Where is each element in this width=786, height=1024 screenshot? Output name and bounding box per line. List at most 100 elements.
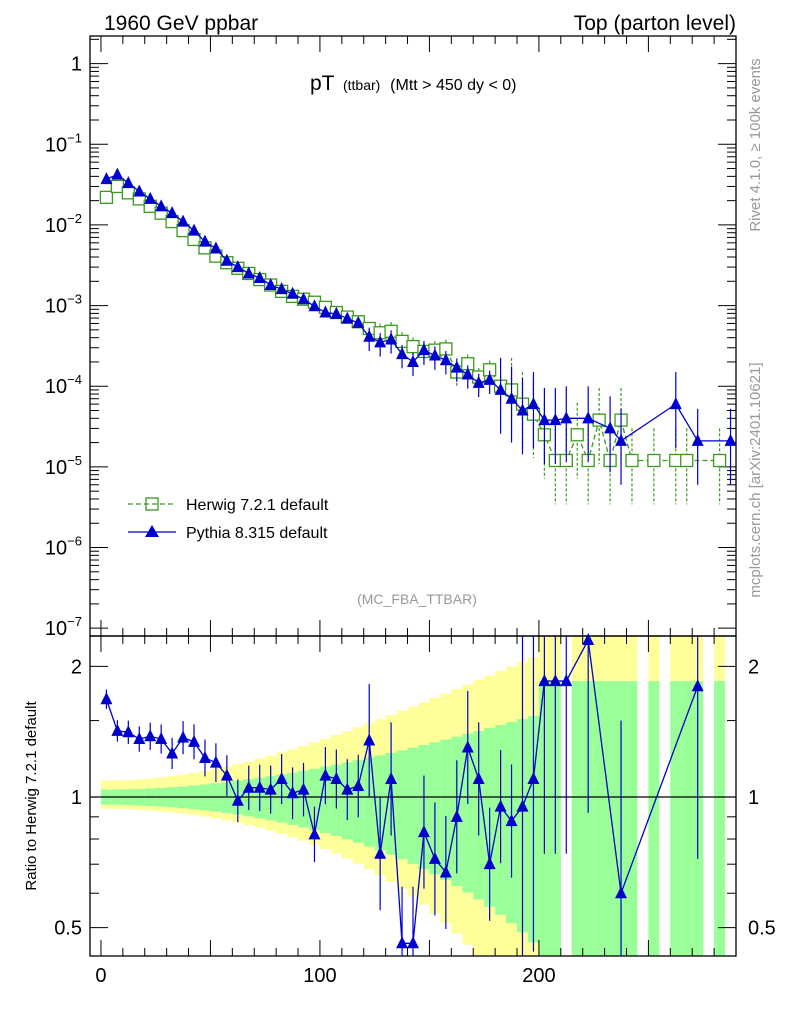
ratio-y-tick-label-left: 2: [71, 656, 82, 678]
pythia-point: [396, 347, 409, 360]
legend-pythia-label: Pythia 8.315 default: [186, 525, 328, 542]
pythia-point: [363, 329, 376, 342]
watermark: (MC_FBA_TTBAR): [357, 591, 477, 607]
herwig-point: [406, 339, 420, 354]
pythia-point: [220, 253, 233, 266]
ratio-point: [341, 782, 354, 795]
legend: Herwig 7.2.1 default Pythia 8.315 defaul…: [128, 497, 329, 542]
pythia-point: [166, 206, 179, 219]
ratio-point: [177, 730, 190, 743]
ratio-point: [417, 825, 430, 838]
ratio-point: [527, 772, 540, 785]
ratio-point: [100, 692, 113, 705]
pythia-point: [133, 184, 146, 197]
rivet-label: Rivet 4.1.0, ≥ 100k events: [747, 58, 764, 231]
pythia-point: [111, 167, 124, 180]
herwig-point: [669, 453, 683, 468]
pythia-point: [198, 234, 211, 247]
pythia-point: [286, 286, 299, 299]
legend-entry-pythia: Pythia 8.315 default: [128, 525, 328, 542]
ratio-point: [407, 936, 419, 949]
pythia-point: [253, 270, 266, 283]
pythia-point: [560, 411, 573, 424]
pythia-point: [417, 343, 430, 356]
pythia-point: [615, 433, 628, 446]
ratio-point: [615, 886, 628, 899]
pythia-point: [428, 348, 441, 361]
ratio-band-inner: [681, 681, 693, 956]
herwig-point: [680, 453, 694, 468]
ratio-point: [505, 814, 518, 827]
ratio-point: [385, 772, 398, 785]
pythia-point: [505, 391, 518, 404]
pythia-point: [604, 421, 617, 434]
pythia-point: [582, 411, 595, 424]
plot-title-main: pT: [310, 72, 335, 95]
mcplots-label: mcplots.cern.ch [arXiv:2401.10621]: [747, 362, 764, 597]
ratio-y-tick-label-right: 0.5: [748, 918, 776, 940]
ratio-band-inner: [648, 681, 660, 956]
ratio-point: [231, 793, 244, 806]
ratio-band-inner: [440, 739, 452, 880]
herwig-point: [592, 413, 606, 427]
x-axis: 0 100 200: [95, 36, 715, 987]
ratio-band-inner: [407, 747, 419, 864]
ratio-point: [494, 799, 507, 812]
ratio-band-inner: [604, 681, 616, 956]
ratio-y-tick-label-left: 1: [71, 787, 82, 809]
ratio-point: [220, 768, 233, 781]
ratio-pythia-series: [100, 633, 704, 956]
ratio-point: [308, 827, 321, 840]
ratio-point: [198, 750, 211, 763]
herwig-point: [712, 453, 727, 468]
main-y-tick-label: 10−2: [45, 211, 82, 237]
ratio-point: [549, 674, 562, 687]
ratio-point: [144, 729, 157, 742]
main-y-tick-label: 10−3: [45, 292, 82, 318]
pythia-point: [209, 241, 222, 254]
pythia-point: [177, 214, 190, 227]
ratio-point: [111, 723, 124, 736]
herwig-point: [99, 190, 114, 204]
herwig-point: [570, 428, 584, 442]
pythia-point: [374, 335, 387, 348]
plot-title-cut: (Mtt > 450 dy < 0): [390, 77, 516, 94]
pythia-point: [275, 282, 288, 295]
x-tick-label: 0: [95, 965, 106, 987]
main-frame: [89, 35, 737, 637]
ratio-y-label: Ratio to Herwig 7.2.1 default: [23, 701, 40, 891]
main-y-tick-label: 1: [71, 54, 82, 76]
ratio-point: [428, 851, 441, 864]
pythia-point: [516, 403, 529, 416]
pythia-point: [155, 199, 168, 212]
pythia-point: [330, 306, 343, 319]
pythia-point: [231, 260, 244, 273]
pythia-point: [691, 433, 704, 446]
ratio-point: [538, 674, 551, 687]
ratio-point: [319, 768, 332, 781]
ratio-point: [461, 740, 474, 753]
pythia-point: [483, 372, 496, 385]
header-right: Top (parton level): [574, 12, 736, 35]
ratio-point: [450, 809, 463, 822]
ratio-point: [242, 780, 255, 793]
ratio-band-inner: [462, 733, 474, 893]
header-left: 1960 GeV ppbar: [104, 12, 258, 35]
ratio-point: [363, 733, 376, 746]
plot-title-sub: (ttbar): [343, 77, 380, 93]
pythia-point: [538, 413, 551, 426]
pythia-point: [450, 360, 463, 373]
ratio-point: [286, 786, 299, 799]
legend-pythia-marker: [145, 525, 159, 537]
ratio-point: [396, 936, 409, 949]
pythia-point: [669, 397, 682, 410]
ratio-band-inner: [221, 782, 233, 814]
legend-entry-herwig: Herwig 7.2.1 default: [128, 497, 329, 514]
main-y-tick-label: 10−6: [45, 534, 82, 560]
main-y-tick-label: 10−7: [45, 614, 82, 640]
main-y-axis: 1 10−1 10−2 10−3 10−4 10−5 10−6 10−7: [45, 38, 736, 640]
ratio-band-inner: [396, 750, 408, 860]
pythia-point: [461, 367, 474, 380]
ratio-y-tick-label-right: 2: [748, 656, 759, 678]
legend-herwig-label: Herwig 7.2.1 default: [186, 497, 329, 514]
